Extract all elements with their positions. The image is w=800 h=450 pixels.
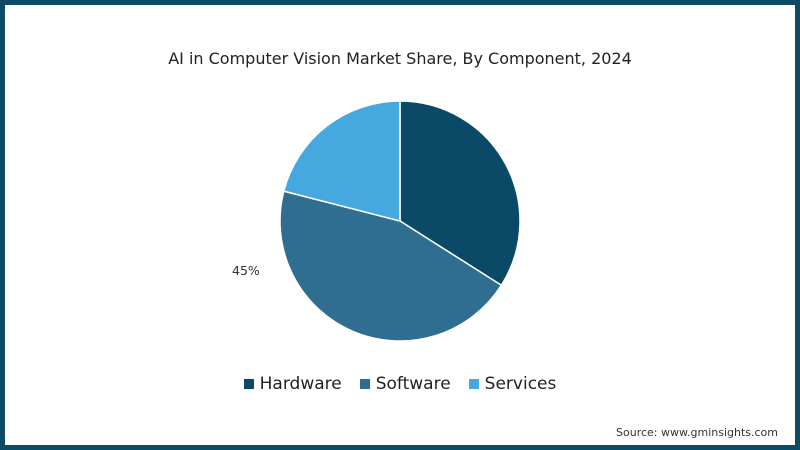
- legend-label: Services: [484, 374, 557, 394]
- legend-item-software[interactable]: Software: [359, 374, 451, 394]
- legend-item-services[interactable]: Services: [468, 374, 557, 394]
- legend-label: Software: [375, 374, 451, 394]
- source-text: Source: www.gminsights.com: [616, 426, 778, 439]
- chart-title: AI in Computer Vision Market Share, By C…: [168, 49, 632, 68]
- legend: Hardware Software Services: [0, 374, 800, 394]
- services-swatch-icon: [468, 379, 479, 389]
- software-swatch-icon: [359, 379, 370, 389]
- pie-slices: [279, 100, 521, 342]
- legend-label: Hardware: [259, 374, 342, 394]
- pie-slice-services[interactable]: [282, 100, 401, 222]
- legend-item-hardware[interactable]: Hardware: [243, 374, 342, 394]
- hardware-swatch-icon: [243, 379, 254, 389]
- software-data-label: 45%: [232, 263, 260, 278]
- pie-slice-software[interactable]: [279, 190, 503, 342]
